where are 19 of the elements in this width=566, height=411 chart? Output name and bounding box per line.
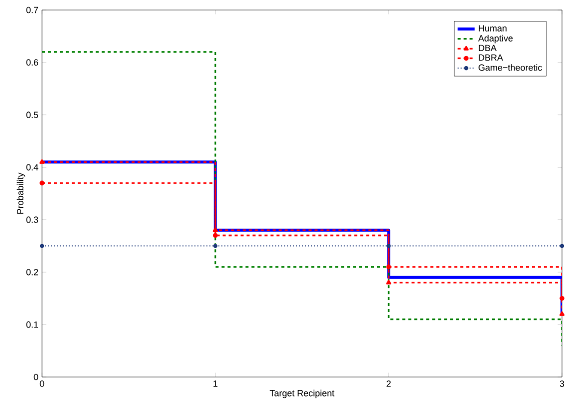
legend-label: Adaptive — [478, 34, 513, 44]
y-tick-label: 0.1 — [26, 321, 38, 328]
y-tick-label: 0.6 — [26, 59, 38, 66]
y-tick-label: 0.2 — [26, 268, 38, 276]
x-tick-label: 3 — [560, 380, 564, 387]
legend-label: DBA — [478, 44, 497, 52]
y-tick-label: 0.3 — [26, 216, 38, 223]
legend-label: Human — [478, 25, 506, 32]
y-tick-label: 0 — [34, 374, 38, 380]
x-axis-title: Target Recipient — [270, 390, 334, 398]
y-tick-label: 0.5 — [26, 112, 38, 118]
x-tick-label: 1 — [214, 380, 218, 387]
x-tick-label: 0 — [40, 380, 44, 387]
legend-label: Game−theoretic — [478, 64, 542, 71]
x-tick-label: 2 — [386, 380, 391, 387]
y-tick-label: 0.7 — [26, 6, 38, 14]
y-tick-label: 0.4 — [26, 164, 38, 170]
legend-label: DBRA — [478, 54, 504, 61]
y-axis-title: Probability — [16, 172, 26, 214]
